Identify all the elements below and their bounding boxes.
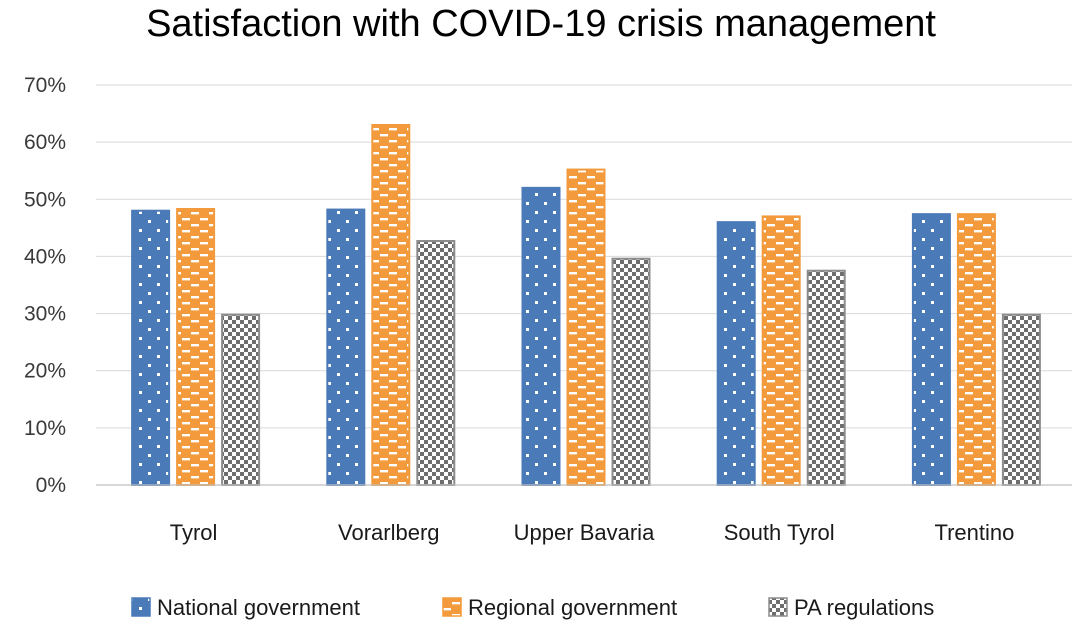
y-tick-label: 50% [24,188,66,211]
bar-bricks-0 [176,208,216,486]
legend-swatch-dots [131,597,151,617]
bar-bricks-4 [956,213,996,486]
bar-bricks-3 [761,215,801,487]
y-tick-label: 0% [36,474,66,497]
y-axis-ticks: 0% 10% 20% 30% 40% 50% 60% 70% [24,74,66,497]
x-category-label: Upper Bavaria [514,520,655,545]
bar-checker-0 [221,313,261,487]
bar-checker-1 [416,240,456,486]
y-tick-label: 20% [24,360,66,383]
bar-bricks-2 [566,168,606,486]
y-tick-label: 10% [24,417,66,440]
bar-checker-4 [1001,313,1041,487]
bar-dots-1 [326,208,366,486]
bar-dots-3 [716,221,756,486]
legend-swatch-checker [768,597,788,617]
bar-checker-2 [611,257,651,487]
bar-dots-4 [911,213,951,486]
x-category-label: Tyrol [170,520,218,545]
legend-label: PA regulations [794,595,934,620]
bars [131,124,1041,487]
x-axis-categories: Tyrol Vorarlberg Upper Bavaria South Tyrol T… [170,520,1015,545]
y-tick-label: 60% [24,131,66,154]
legend-label: Regional government [468,595,677,620]
bar-checker-3 [806,269,846,487]
bar-dots-0 [131,209,171,486]
legend: National government Regional government PA… [131,595,934,620]
y-tick-label: 40% [24,245,66,268]
x-category-label: South Tyrol [724,520,835,545]
y-tick-label: 30% [24,303,66,326]
x-category-label: Trentino [934,520,1014,545]
chart-title: Satisfaction with COVID-19 crisis manage… [146,3,936,45]
y-tick-label: 70% [24,74,66,97]
bar-bricks-1 [371,124,411,486]
legend-swatch-bricks [442,597,462,617]
x-category-label: Vorarlberg [338,520,440,545]
bar-dots-2 [521,186,561,486]
legend-label: National government [157,595,360,620]
